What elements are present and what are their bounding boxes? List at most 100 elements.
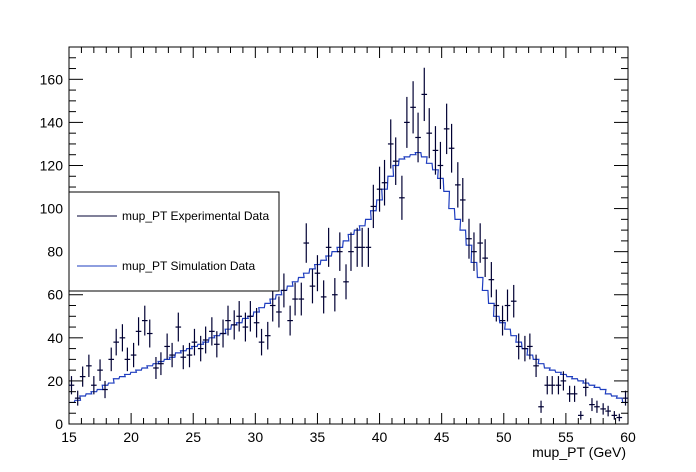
data-point — [466, 218, 472, 259]
data-point — [504, 289, 511, 322]
data-point — [79, 366, 86, 387]
data-point — [180, 345, 187, 370]
x-tick-label: 35 — [310, 429, 326, 445]
data-point — [594, 400, 600, 413]
data-point — [477, 223, 483, 263]
data-point — [589, 398, 595, 412]
data-point — [381, 159, 388, 206]
data-point — [164, 333, 170, 360]
x-tick-label: 20 — [123, 429, 139, 445]
data-point — [611, 411, 618, 420]
x-axis-title: mup_PT (GeV) — [532, 444, 626, 460]
data-point — [86, 354, 92, 378]
data-point — [119, 324, 126, 352]
data-point — [169, 342, 175, 368]
data-point — [544, 376, 551, 395]
data-point — [124, 347, 131, 372]
data-point — [527, 333, 533, 360]
data-point — [392, 137, 399, 185]
data-point — [415, 112, 421, 163]
x-tick-label: 40 — [372, 429, 388, 445]
data-point — [471, 232, 477, 271]
data-point — [202, 326, 209, 354]
data-point — [287, 305, 293, 336]
data-point — [582, 378, 589, 397]
data-point — [197, 335, 204, 362]
data-point — [571, 385, 578, 402]
data-point — [432, 126, 439, 175]
data-point — [320, 280, 327, 314]
data-point — [560, 371, 567, 391]
data-point — [97, 359, 103, 381]
simulation-series — [69, 151, 628, 404]
data-point — [135, 317, 142, 346]
y-tick-label: 80 — [47, 244, 63, 260]
data-point — [209, 317, 215, 346]
data-point — [566, 385, 573, 402]
x-tick-label: 45 — [434, 429, 450, 445]
y-tick-label: 0 — [55, 416, 63, 432]
data-point — [91, 376, 97, 395]
data-point — [276, 296, 282, 328]
data-point — [404, 96, 410, 148]
y-tick-label: 160 — [40, 71, 64, 87]
data-point — [258, 328, 265, 356]
data-point — [108, 347, 115, 372]
legend-label-experimental: mup_PT Experimental Data — [122, 209, 270, 223]
experimental-series — [69, 67, 628, 422]
data-point — [264, 321, 271, 350]
data-point — [488, 262, 495, 298]
data-point — [622, 390, 628, 406]
data-point — [325, 227, 332, 267]
data-point — [399, 175, 405, 220]
data-point — [376, 166, 383, 212]
data-point — [459, 177, 466, 222]
data-point — [242, 312, 249, 342]
data-point — [443, 103, 450, 155]
data-point — [515, 333, 522, 360]
x-tick-label: 15 — [61, 429, 77, 445]
data-point — [510, 284, 517, 318]
data-point — [549, 376, 556, 395]
legend-label-simulation: mup_PT Simulation Data — [122, 259, 256, 273]
data-point — [616, 413, 623, 422]
data-point — [437, 141, 444, 190]
data-point — [309, 268, 316, 304]
data-point — [303, 223, 310, 263]
data-point — [146, 319, 153, 348]
data-point — [493, 289, 500, 322]
data-point — [130, 342, 137, 368]
axes: 15 20 25 30 35 40 45 50 55 60 0 20 40 60 80 100 120 140 16… — [40, 46, 636, 445]
x-tick-label: 50 — [496, 429, 512, 445]
data-point — [605, 405, 611, 417]
data-point — [370, 184, 377, 229]
data-point — [354, 227, 360, 267]
data-point — [113, 328, 119, 356]
data-point — [231, 310, 238, 340]
data-point — [387, 119, 394, 169]
data-point — [292, 282, 298, 316]
data-point — [426, 108, 433, 159]
data-point — [448, 123, 455, 173]
y-tick-label: 120 — [40, 157, 64, 173]
data-point — [281, 273, 287, 308]
data-point — [337, 232, 343, 271]
data-point — [455, 162, 461, 208]
x-tick-label: 55 — [558, 429, 574, 445]
data-point — [522, 335, 528, 362]
data-point — [236, 301, 242, 332]
data-point — [141, 305, 148, 336]
data-point — [578, 411, 584, 420]
data-point — [482, 239, 488, 278]
data-point — [348, 232, 354, 271]
data-point — [225, 305, 231, 336]
data-point — [214, 331, 220, 358]
data-point — [74, 390, 81, 406]
data-point — [314, 255, 321, 292]
data-point — [343, 264, 349, 300]
legend-box — [68, 191, 280, 292]
data-point — [533, 354, 539, 378]
data-point — [191, 328, 198, 356]
data-point — [253, 307, 260, 338]
